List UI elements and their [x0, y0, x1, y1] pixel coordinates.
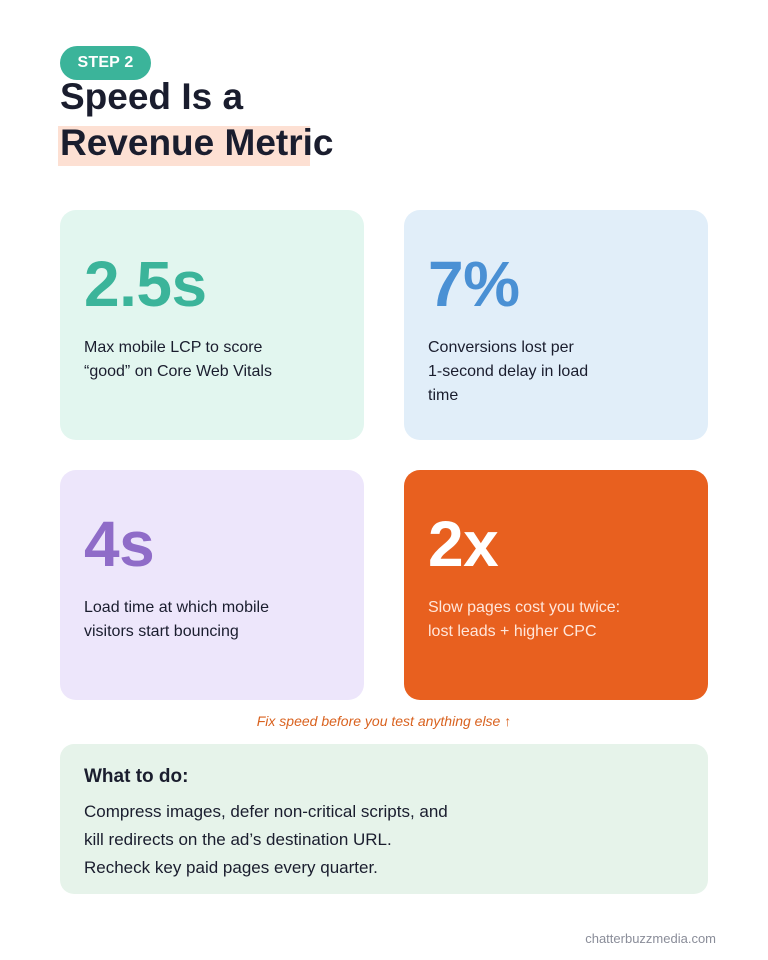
callout-note: Fix speed before you test anything else …	[256, 713, 512, 729]
stat-description: Load time at which mobile visitors start…	[84, 596, 284, 644]
title-line-2: Revenue Metric	[60, 120, 334, 166]
stat-value: 4s	[84, 508, 155, 580]
title-line-1: Speed Is a	[60, 76, 244, 117]
stat-card-bounce: 4s Load time at which mobile visitors st…	[60, 470, 364, 700]
stat-card-lcp: 2.5s Max mobile LCP to score “good” on C…	[60, 210, 364, 440]
title-highlight: Revenue Metric	[60, 122, 334, 163]
stat-description-line: Conversions lost per	[428, 339, 574, 356]
stat-description: Conversions lost per 1-second delay in l…	[428, 336, 598, 408]
step-badge: STEP 2	[60, 46, 151, 80]
action-box-body: Compress images, defer non-critical scri…	[84, 798, 684, 882]
stat-description-line: visitors start bouncing	[84, 623, 239, 640]
stat-value: 2x	[428, 508, 499, 580]
stat-description-line: time	[428, 387, 459, 404]
action-line: Recheck key paid pages every quarter.	[84, 858, 378, 877]
footer-url: chatterbuzzmedia.com	[585, 931, 716, 946]
stat-value: 7%	[428, 248, 520, 320]
stat-description: Max mobile LCP to score “good” on Core W…	[84, 336, 284, 384]
page-title: Speed Is a Revenue Metric	[58, 74, 334, 166]
stat-value: 2.5s	[84, 248, 207, 320]
stat-description-line: lost leads + higher CPC	[428, 623, 597, 640]
stat-description-line: Load time at which mobile	[84, 599, 269, 616]
stat-description-line: “good” on Core Web Vitals	[84, 363, 272, 380]
action-box-title: What to do:	[84, 766, 189, 787]
stat-card-conversions: 7% Conversions lost per 1-second delay i…	[404, 210, 708, 440]
action-line: kill redirects on the ad’s destination U…	[84, 830, 392, 849]
stat-description: Slow pages cost you twice: lost leads + …	[428, 596, 638, 644]
stat-description-line: Max mobile LCP to score	[84, 339, 263, 356]
action-line: Compress images, defer non-critical scri…	[84, 802, 448, 821]
action-box: What to do: Compress images, defer non-c…	[60, 744, 708, 894]
stat-card-cost: 2x Slow pages cost you twice: lost leads…	[404, 470, 708, 700]
stat-description-line: 1-second delay in load	[428, 363, 589, 380]
stat-description-line: Slow pages cost you twice:	[428, 599, 621, 616]
